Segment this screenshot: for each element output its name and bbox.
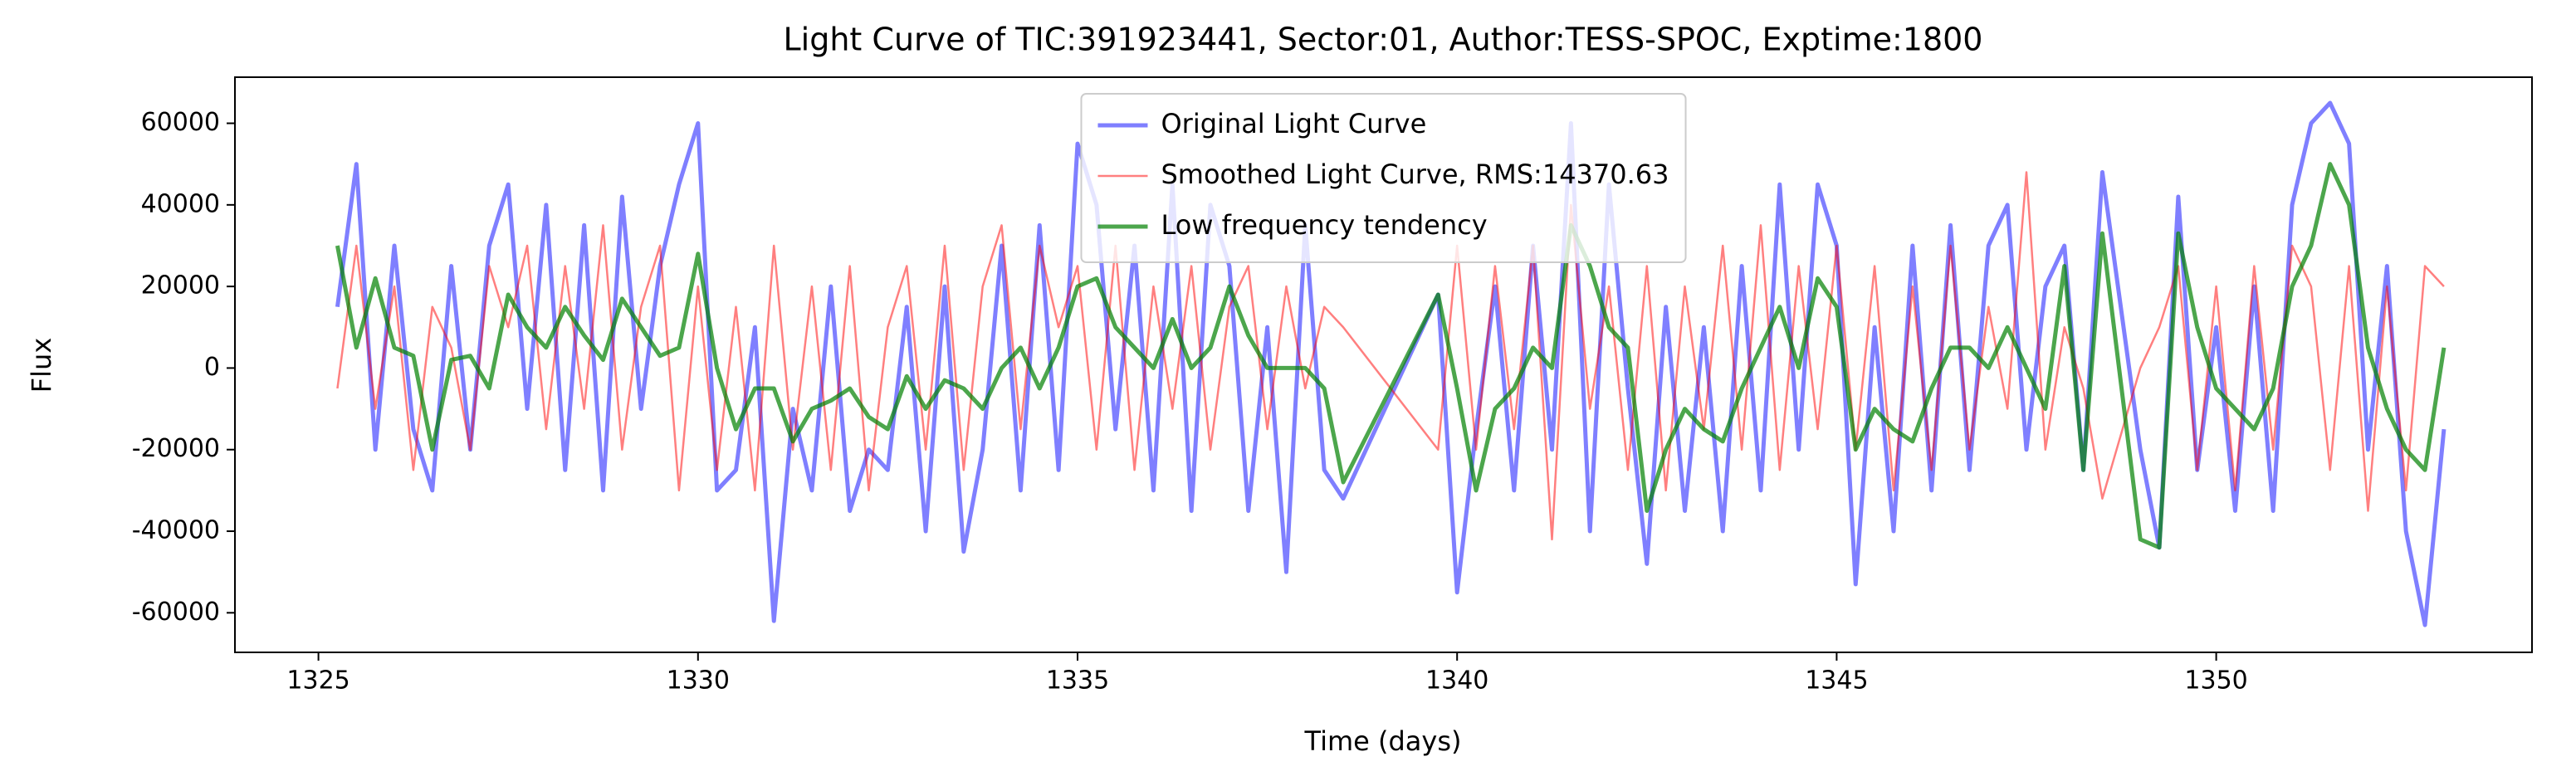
x-tick-label: 1325 <box>286 666 349 696</box>
y-tick-label: 0 <box>204 353 220 382</box>
x-axis-label: Time (days) <box>1304 725 1462 757</box>
y-tick-label: 40000 <box>141 189 220 218</box>
y-axis-label: Flux <box>26 338 57 393</box>
y-tick-label: -40000 <box>132 516 220 545</box>
series-line <box>335 162 2446 550</box>
legend: Original Light Curve Smoothed Light Curve… <box>1080 93 1687 263</box>
x-tick-label: 1330 <box>667 666 730 696</box>
x-tick-label: 1340 <box>1425 666 1488 696</box>
legend-label: Low frequency tendency <box>1161 209 1487 241</box>
x-tick-label: 1350 <box>2184 666 2247 696</box>
x-tick-label: 1345 <box>1805 666 1868 696</box>
y-tick-label: -60000 <box>132 598 220 627</box>
y-tick-label: -20000 <box>132 434 220 463</box>
legend-box <box>1080 93 1687 263</box>
series-line <box>336 171 2445 541</box>
legend-label: Original Light Curve <box>1161 108 1426 139</box>
chart-title: Light Curve of TIC:391923441, Sector:01,… <box>784 22 1983 58</box>
legend-label: Smoothed Light Curve, RMS:14370.63 <box>1161 159 1669 190</box>
x-tick-label: 1335 <box>1046 666 1109 696</box>
plot-frame <box>234 76 2533 653</box>
y-tick-label: 20000 <box>141 271 220 300</box>
y-tick-label: 60000 <box>141 108 220 137</box>
